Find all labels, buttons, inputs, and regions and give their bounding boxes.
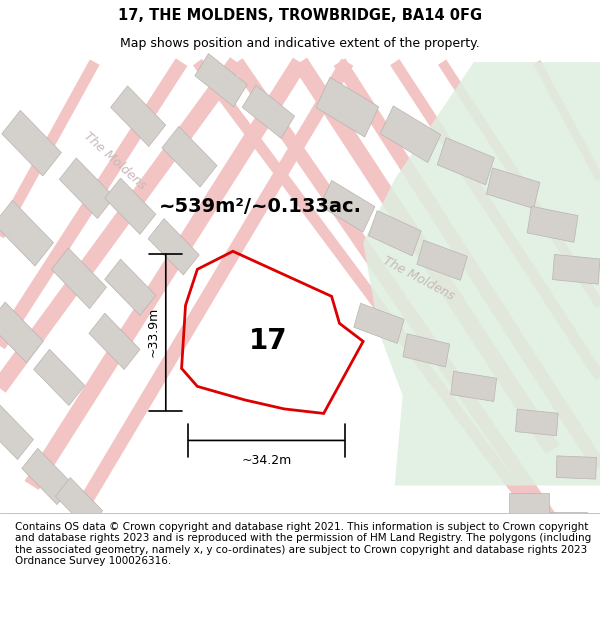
Polygon shape	[89, 313, 140, 369]
Polygon shape	[0, 201, 53, 266]
Polygon shape	[509, 492, 548, 514]
Polygon shape	[451, 371, 497, 401]
Polygon shape	[242, 85, 295, 138]
Polygon shape	[162, 126, 217, 187]
Polygon shape	[417, 240, 467, 281]
Text: ~34.2m: ~34.2m	[241, 454, 292, 467]
Polygon shape	[316, 78, 379, 137]
Text: 17: 17	[249, 328, 288, 356]
Text: Contains OS data © Crown copyright and database right 2021. This information is : Contains OS data © Crown copyright and d…	[15, 521, 591, 566]
Polygon shape	[59, 158, 115, 219]
Polygon shape	[22, 448, 73, 504]
Polygon shape	[556, 456, 596, 479]
Text: The Moldens: The Moldens	[380, 254, 457, 302]
Polygon shape	[553, 254, 600, 284]
Polygon shape	[403, 334, 449, 367]
Text: Map shows position and indicative extent of the property.: Map shows position and indicative extent…	[120, 37, 480, 50]
Text: 17, THE MOLDENS, TROWBRIDGE, BA14 0FG: 17, THE MOLDENS, TROWBRIDGE, BA14 0FG	[118, 8, 482, 23]
Text: ~33.9m: ~33.9m	[146, 308, 160, 358]
Polygon shape	[55, 478, 103, 529]
Polygon shape	[195, 54, 247, 107]
Polygon shape	[2, 111, 61, 176]
Polygon shape	[515, 409, 558, 436]
Polygon shape	[368, 211, 421, 256]
Polygon shape	[0, 403, 34, 459]
Polygon shape	[105, 178, 156, 234]
Polygon shape	[52, 248, 106, 309]
Polygon shape	[487, 168, 540, 209]
Polygon shape	[380, 106, 441, 162]
Polygon shape	[34, 349, 85, 406]
Polygon shape	[320, 181, 375, 232]
Text: The Moldens: The Moldens	[81, 130, 148, 192]
Polygon shape	[148, 219, 199, 275]
Polygon shape	[110, 86, 166, 146]
Polygon shape	[0, 302, 43, 362]
Polygon shape	[354, 303, 404, 343]
Text: ~539m²/~0.133ac.: ~539m²/~0.133ac.	[159, 197, 362, 216]
Polygon shape	[105, 259, 156, 316]
Polygon shape	[527, 206, 578, 242]
Polygon shape	[550, 512, 587, 531]
Polygon shape	[363, 62, 600, 486]
Polygon shape	[437, 138, 494, 185]
